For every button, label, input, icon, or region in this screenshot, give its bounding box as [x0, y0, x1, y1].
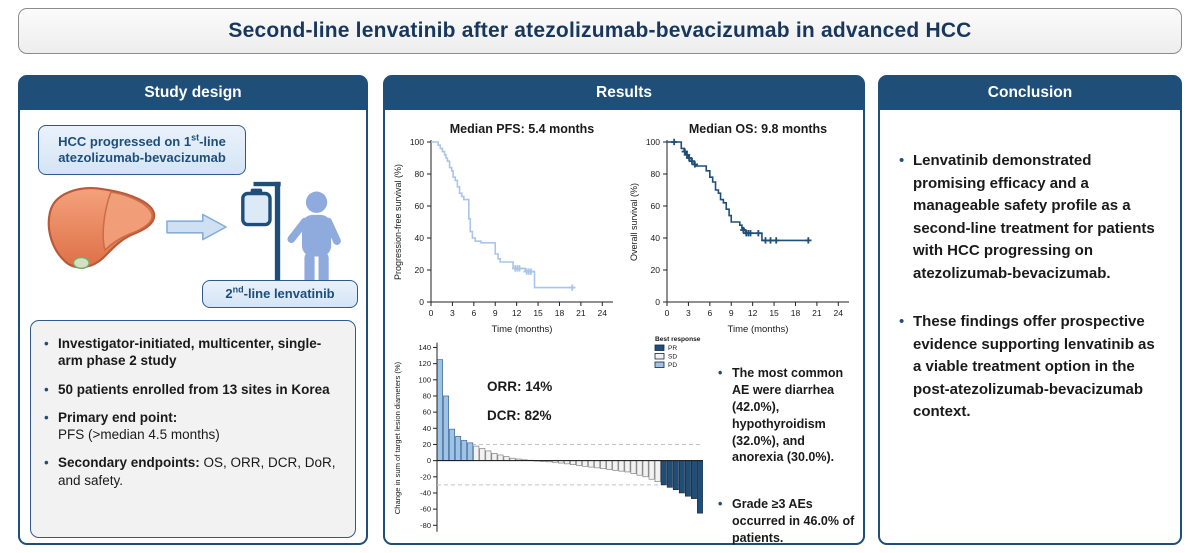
censor-marks — [670, 138, 812, 244]
second-line-lenvatinib-box: 2nd-line lenvatinib — [202, 280, 358, 308]
svg-text:24: 24 — [598, 308, 608, 318]
first-line-progression-line2: atezolizumab-bevacizumab — [58, 150, 226, 165]
svg-text:18: 18 — [791, 308, 801, 318]
svg-text:0: 0 — [427, 456, 431, 465]
svg-text:0: 0 — [665, 308, 670, 318]
svg-text:PR: PR — [668, 345, 677, 352]
svg-text:3: 3 — [450, 308, 455, 318]
axes — [663, 140, 849, 306]
svg-text:12: 12 — [748, 308, 758, 318]
list-item: 50 patients enrolled from 13 sites in Ko… — [41, 381, 345, 399]
svg-text:21: 21 — [812, 308, 822, 318]
svg-text:3: 3 — [686, 308, 691, 318]
svg-text:DCR: 82%: DCR: 82% — [487, 408, 552, 423]
survival-curve — [431, 141, 574, 289]
svg-text:40: 40 — [651, 233, 661, 243]
svg-text:100: 100 — [646, 137, 660, 147]
second-line-lenvatinib-label: 2nd-line lenvatinib — [225, 284, 335, 301]
list-item: Secondary endpoints: OS, ORR, DCR, DoR, … — [41, 454, 345, 489]
svg-text:18: 18 — [555, 308, 565, 318]
svg-text:40: 40 — [423, 424, 431, 433]
svg-text:-40: -40 — [420, 489, 431, 498]
svg-text:9: 9 — [493, 308, 498, 318]
svg-text:Overall survival (%): Overall survival (%) — [629, 183, 639, 261]
main-title: Second-line lenvatinib after atezolizuma… — [228, 19, 972, 42]
list-item: Grade ≥3 AEs occurred in 46.0% of patien… — [715, 496, 859, 547]
svg-text:24: 24 — [834, 308, 844, 318]
conclusion-header-label: Conclusion — [987, 84, 1073, 101]
svg-text:Progression-free survival (%): Progression-free survival (%) — [393, 164, 403, 280]
censor-marks — [512, 265, 576, 291]
svg-text:9: 9 — [729, 308, 734, 318]
svg-text:20: 20 — [651, 265, 661, 275]
svg-text:Time (months): Time (months) — [728, 324, 789, 335]
svg-text:-60: -60 — [420, 505, 431, 514]
study-details-box: Investigator-initiated, multicenter, sin… — [30, 320, 356, 538]
svg-text:140: 140 — [418, 343, 431, 352]
svg-text:PD: PD — [668, 362, 677, 369]
svg-text:Best response: Best response — [655, 336, 701, 343]
svg-text:100: 100 — [418, 375, 431, 384]
arrow-right-icon — [166, 213, 227, 241]
svg-text:21: 21 — [576, 308, 586, 318]
first-line-progression-line1: HCC progressed on 1st-line — [58, 132, 226, 149]
liver-icon — [47, 187, 156, 270]
svg-text:12: 12 — [512, 308, 522, 318]
results-header: Results — [384, 76, 864, 110]
svg-text:SD: SD — [668, 354, 677, 361]
pfs-km-chart: Median PFS: 5.4 months 0 3 6 9 12 15 18 21 24 0 20 4… — [393, 122, 613, 335]
svg-text:20: 20 — [415, 265, 425, 275]
waterfall-bars — [437, 359, 703, 514]
list-item: Investigator-initiated, multicenter, sin… — [41, 335, 345, 370]
svg-text:Change in sum of target lesion: Change in sum of target lesion diameters… — [393, 361, 402, 514]
svg-text:60: 60 — [651, 201, 661, 211]
svg-text:80: 80 — [423, 392, 431, 401]
results-header-label: Results — [596, 84, 652, 101]
waterfall-chart: 140 120 100 80 60 40 20 0 -20 -40 -60 -80 Change in … — [393, 336, 703, 532]
study-design-header-label: Study design — [144, 84, 242, 101]
svg-text:0: 0 — [655, 297, 660, 307]
list-item: These findings offer prospective evidenc… — [896, 311, 1166, 424]
svg-text:0: 0 — [419, 297, 424, 307]
svg-text:ORR: 14%: ORR: 14% — [487, 379, 552, 394]
svg-text:15: 15 — [769, 308, 779, 318]
svg-text:-20: -20 — [420, 472, 431, 481]
conclusion-bullet-list: Lenvatinib demonstrated promising effica… — [896, 150, 1166, 424]
results-bullet-list: The most common AE were diarrhea (42.0%)… — [715, 365, 859, 553]
svg-text:120: 120 — [418, 359, 431, 368]
axes — [427, 140, 613, 306]
list-item: The most common AE were diarrhea (42.0%)… — [715, 365, 859, 466]
svg-text:Time (months): Time (months) — [492, 324, 553, 335]
svg-text:60: 60 — [423, 408, 431, 417]
svg-text:Median PFS: 5.4 months: Median PFS: 5.4 months — [450, 122, 595, 136]
study-design-header: Study design — [19, 76, 367, 110]
svg-text:-80: -80 — [420, 521, 431, 530]
svg-text:40: 40 — [415, 233, 425, 243]
main-title-box: Second-line lenvatinib after atezolizuma… — [18, 8, 1182, 54]
svg-text:60: 60 — [415, 201, 425, 211]
os-km-chart: Median OS: 9.8 months 0 3 6 9 12 15 18 21 24 0 20 40… — [629, 122, 849, 335]
list-item: Lenvatinib demonstrated promising effica… — [896, 150, 1166, 285]
list-item: Primary end point:PFS (>median 4.5 month… — [41, 409, 345, 444]
svg-text:6: 6 — [707, 308, 712, 318]
svg-text:6: 6 — [471, 308, 476, 318]
conclusion-header: Conclusion — [879, 76, 1181, 110]
svg-text:100: 100 — [410, 137, 424, 147]
svg-text:Median OS: 9.8 months: Median OS: 9.8 months — [689, 122, 827, 136]
axes — [433, 342, 438, 532]
svg-text:80: 80 — [651, 169, 661, 179]
svg-text:0: 0 — [429, 308, 434, 318]
first-line-progression-box: HCC progressed on 1st-line atezolizumab-… — [38, 125, 246, 175]
study-bullet-list: Investigator-initiated, multicenter, sin… — [41, 335, 345, 489]
study-design-panel: Study design HCC progressed on 1st-line … — [18, 75, 368, 545]
results-panel: Results Median PFS: 5.4 months 0 3 6 9 12 15 18… — [383, 75, 865, 545]
svg-text:20: 20 — [423, 440, 431, 449]
conclusion-panel: Conclusion Lenvatinib demonstrated promi… — [878, 75, 1182, 545]
svg-text:80: 80 — [415, 169, 425, 179]
svg-text:15: 15 — [533, 308, 543, 318]
